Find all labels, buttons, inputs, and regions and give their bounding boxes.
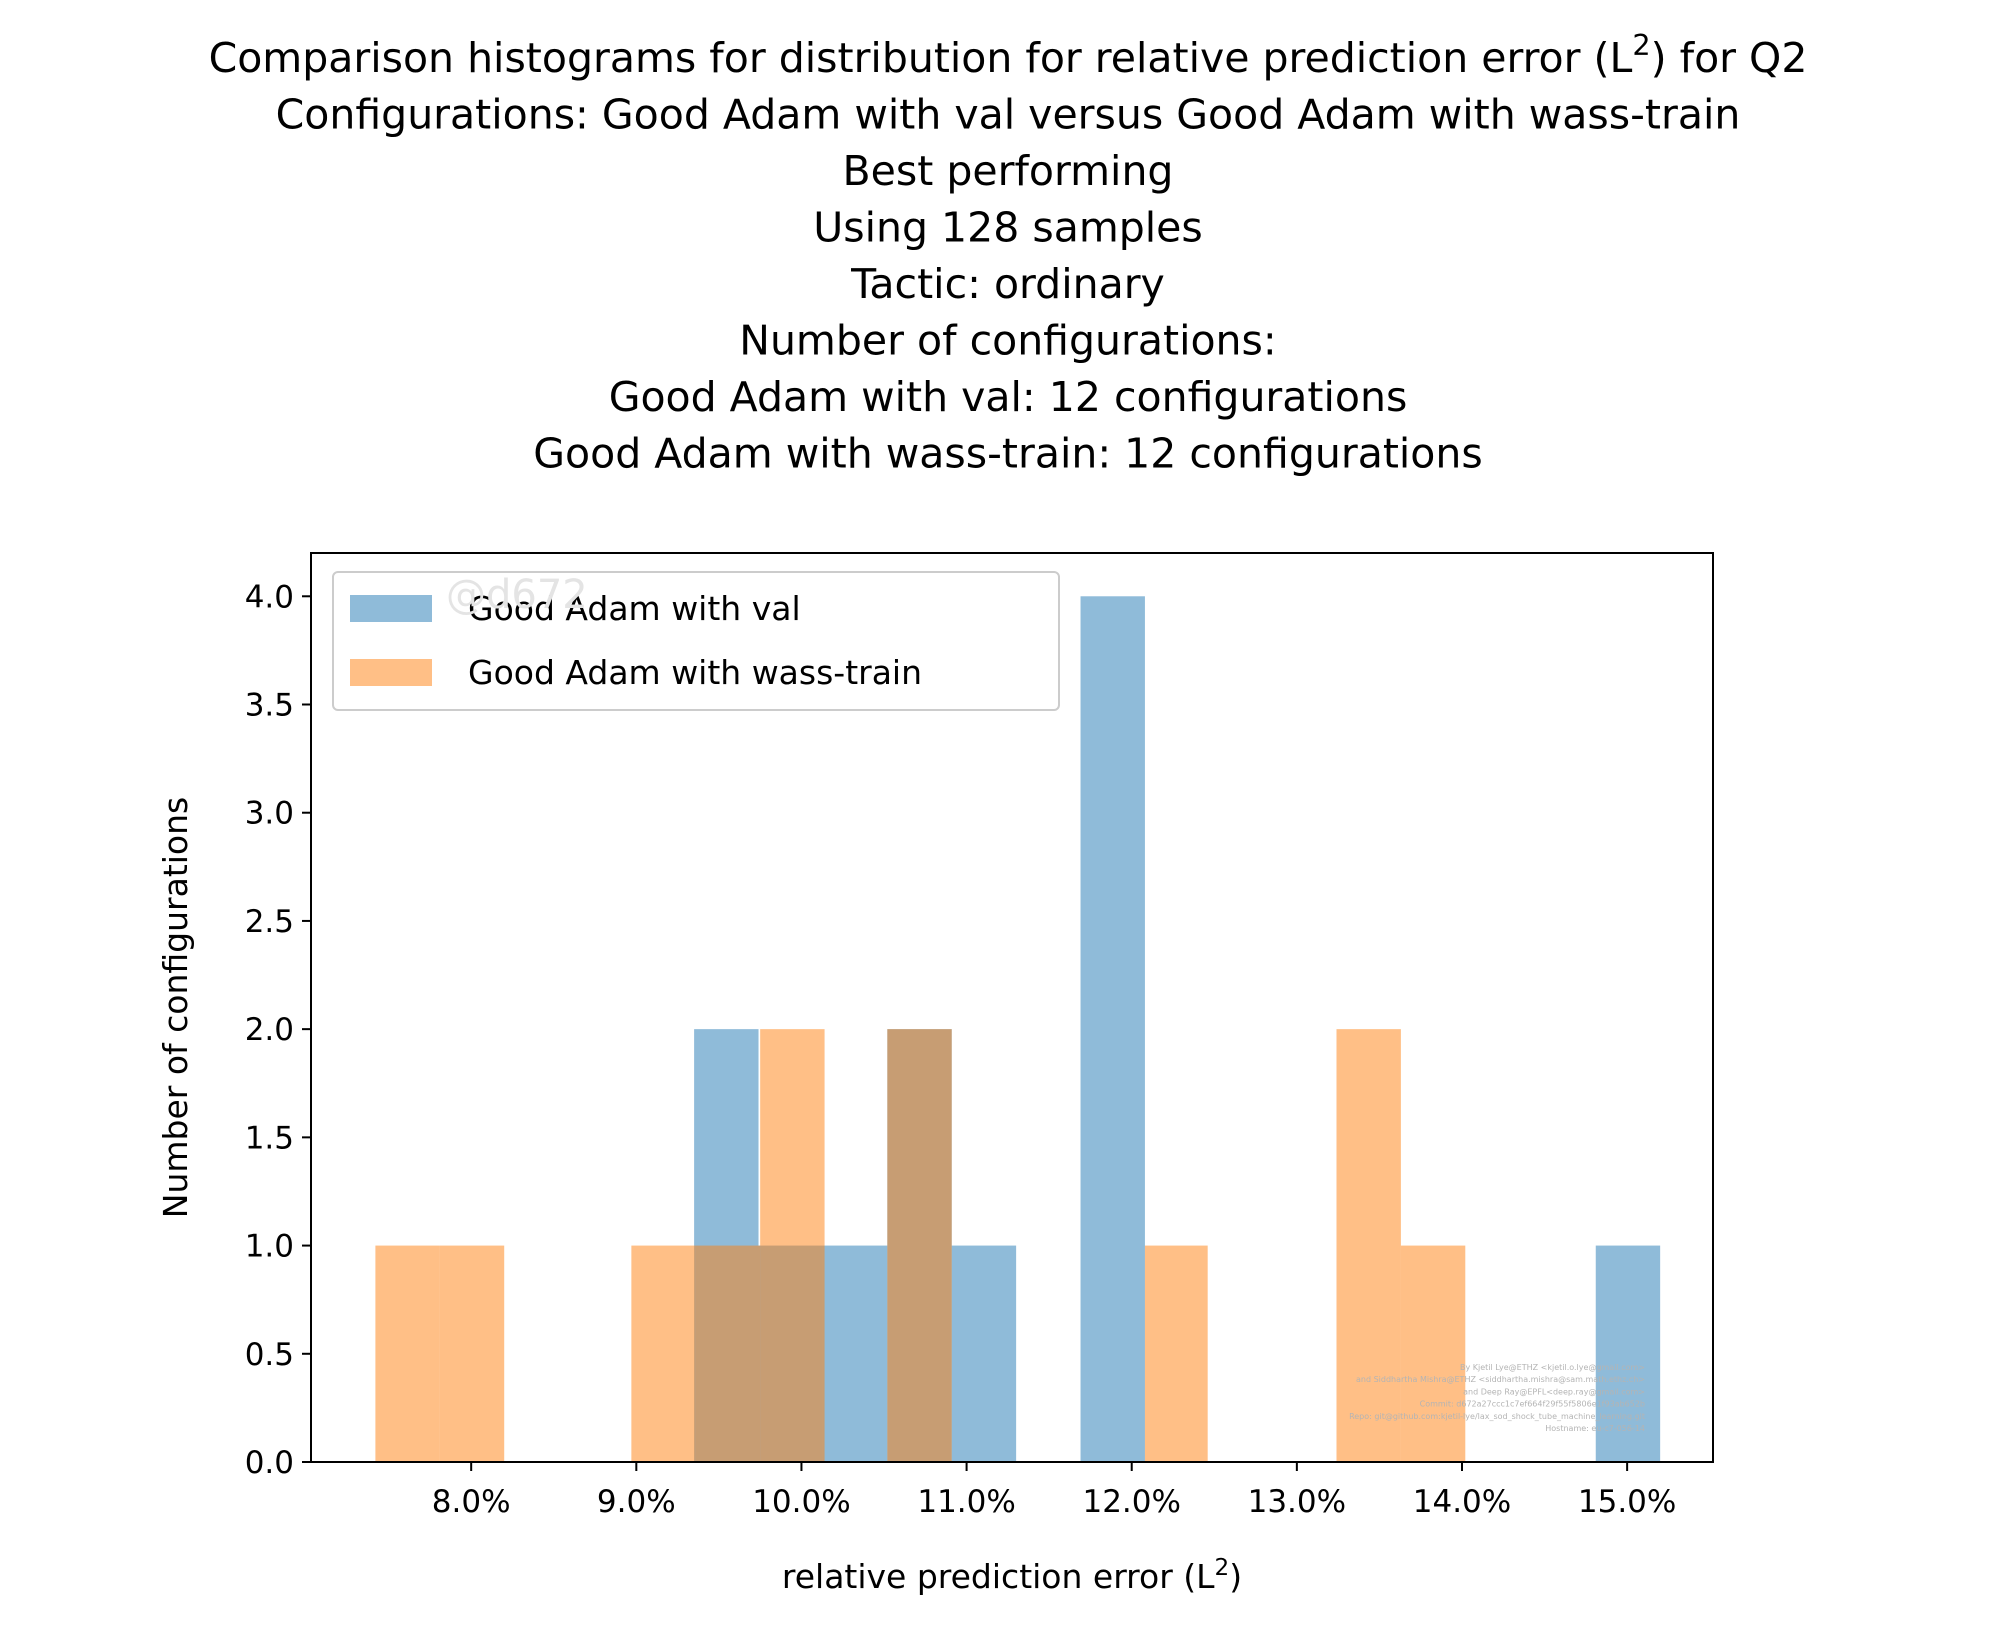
credit-line: Repo: git@github.com:kjetil-lye/lax_sod_… [1349,1412,1645,1421]
y-tick-label: 3.5 [245,688,294,724]
histogram-bar-series-2 [887,1029,952,1462]
y-tick-label: 0.5 [245,1337,294,1373]
credit-line: and Deep Ray@EPFL<deep.ray@gmail.com> [1463,1387,1645,1396]
histogram-bar-series-1 [1080,596,1145,1462]
histogram-bars [375,596,1661,1462]
title-line: Tactic: ordinary [850,260,1165,308]
y-tick-label: 4.0 [245,579,294,615]
x-axis-ticks: 8.0% 9.0% 10.0% 11.0% 12.0% 13.0% 14.0% 15.0% [432,1462,1676,1520]
legend-swatch [350,595,432,622]
x-tick-label: 10.0% [752,1484,850,1520]
x-tick-label: 8.0% [432,1484,511,1520]
title-line: Configurations: Good Adam with val versu… [276,91,1741,139]
title-line: Good Adam with val: 12 configurations [609,373,1408,421]
histogram-bar-series-2 [1144,1245,1208,1462]
histogram-bar-series-1 [1595,1245,1661,1462]
x-tick-label: 13.0% [1248,1484,1346,1520]
y-tick-label: 0.0 [245,1445,294,1481]
title-line: Comparison histograms for distribution f… [209,28,1808,82]
y-tick-label: 2.0 [245,1012,294,1048]
histogram-bar-series-2 [439,1245,505,1462]
x-tick-label: 12.0% [1082,1484,1180,1520]
credits-block: By Kjetil Lye@ETHZ <kjetil.o.lye@gmail.c… [1349,1363,1645,1433]
x-tick-label: 15.0% [1578,1484,1676,1520]
y-axis-label: Number of configurations [156,797,195,1218]
y-tick-label: 2.5 [245,904,294,940]
y-tick-label: 3.0 [245,796,294,832]
title-line: Using 128 samples [813,204,1203,252]
histogram-bar-series-2 [695,1245,761,1462]
legend-frame [332,571,1060,711]
legend-swatch [350,659,432,686]
watermark: @d672 [446,572,588,618]
histogram-bar-series-2 [760,1029,825,1462]
histogram-bar-series-2 [1400,1245,1466,1462]
histogram-bar-series-2 [375,1245,440,1462]
x-axis-label: relative prediction error (L2) [782,1555,1242,1596]
legend-label: Good Adam with val [468,589,801,628]
credit-line: Hostname: eu-c7-056-14 [1545,1424,1645,1433]
plot-frame [310,552,1714,1463]
legend: Good Adam with val Good Adam with wass-tr… [332,571,1060,711]
credit-line: and Siddhartha Mishra@ETHZ <siddhartha.m… [1356,1375,1645,1384]
y-tick-label: 1.0 [245,1229,294,1265]
credit-line: Commit: d672a27ccc1c7ef664f29f55f5806e1f… [1420,1400,1645,1409]
x-tick-label: 11.0% [917,1484,1015,1520]
y-tick-label: 1.5 [245,1120,294,1156]
y-axis-ticks: 0.0 0.5 1.0 1.5 2.0 2.5 3.0 3.5 4.0 [245,579,311,1481]
credit-line: By Kjetil Lye@ETHZ <kjetil.o.lye@gmail.c… [1460,1363,1645,1372]
title-line: Number of configurations: [739,317,1276,365]
title-line: Good Adam with wass-train: 12 configurat… [533,430,1482,478]
chart-title: Comparison histograms for distribution f… [209,28,1808,478]
legend-label: Good Adam with wass-train [468,653,922,692]
title-line: Best performing [843,147,1174,195]
histogram-bar-series-1 [951,1245,1017,1462]
x-tick-label: 9.0% [597,1484,676,1520]
x-tick-label: 14.0% [1413,1484,1511,1520]
histogram-bar-series-2 [1336,1029,1401,1462]
histogram-bar-series-2 [631,1245,696,1462]
histogram-bar-series-1 [822,1245,888,1462]
